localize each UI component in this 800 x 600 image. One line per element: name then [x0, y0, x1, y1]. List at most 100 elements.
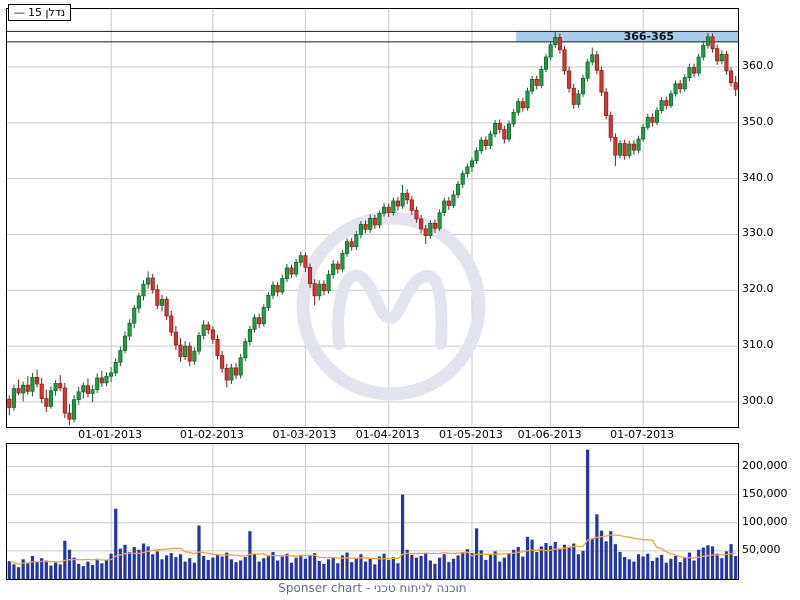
volume-bar	[539, 546, 543, 579]
x-axis-label: 01-06-2013	[517, 428, 582, 441]
candle-body	[673, 83, 678, 95]
volume-bar	[544, 543, 548, 579]
candle-body	[377, 212, 382, 226]
candle-body	[585, 61, 590, 79]
volume-bar	[488, 554, 493, 579]
volume-bar	[683, 557, 687, 579]
candle-body	[35, 376, 40, 385]
candle-body	[548, 44, 553, 58]
volume-bar	[474, 528, 479, 579]
volume-bar	[618, 552, 622, 579]
candle-body	[604, 91, 609, 116]
volume-bar	[553, 541, 557, 579]
candle-body	[631, 143, 636, 151]
volume-bar	[303, 558, 308, 579]
candle-body	[460, 173, 465, 185]
volume-bar	[206, 559, 210, 579]
candle-body	[372, 217, 377, 226]
candle-body	[483, 139, 488, 147]
volume-bar	[363, 561, 368, 579]
candle-body	[275, 284, 280, 293]
candle-body	[183, 345, 188, 358]
volume-bar	[53, 562, 58, 579]
volume-bar	[77, 563, 81, 579]
volume-bar	[141, 543, 146, 579]
volume-bar	[586, 449, 590, 579]
resistance-band-label: 366-365	[624, 30, 675, 43]
candle-body	[580, 77, 586, 95]
candle-body	[474, 150, 479, 162]
volume-bar	[535, 552, 539, 579]
candle-body	[733, 82, 738, 90]
candle-body	[215, 339, 220, 356]
candle-body	[252, 317, 257, 330]
volume-bar	[146, 546, 150, 579]
candle-body	[729, 70, 734, 84]
volume-bar	[558, 548, 562, 579]
candle-body	[331, 263, 336, 275]
candle-body	[710, 36, 715, 49]
volume-bar	[202, 555, 206, 579]
volume-bar	[285, 553, 289, 579]
volume-bar	[220, 556, 224, 579]
candle-body	[164, 298, 169, 317]
candle-body	[113, 361, 118, 374]
volume-bar	[12, 564, 16, 579]
candle-body	[266, 294, 271, 308]
candle-body	[488, 133, 493, 147]
volume-bar	[715, 553, 719, 579]
candle-body	[571, 87, 576, 105]
candle-body	[409, 199, 414, 211]
price-axis-label: 300.0	[742, 393, 774, 407]
candle-body	[62, 387, 67, 414]
candle-body	[307, 267, 313, 284]
volume-bar	[257, 561, 261, 579]
volume-bar	[100, 563, 104, 579]
candle-body	[127, 322, 132, 337]
candle-body	[382, 206, 387, 214]
candle-body	[243, 341, 248, 359]
candle-body	[395, 200, 400, 207]
candle-body	[691, 67, 697, 74]
volume-bar	[313, 553, 317, 579]
volume-bar	[86, 561, 90, 579]
volume-bar	[576, 554, 580, 579]
candle-body	[280, 278, 285, 293]
candle-body	[25, 384, 30, 392]
candle-body	[136, 295, 141, 309]
volume-bar	[132, 546, 136, 579]
candle-body	[678, 83, 683, 90]
candle-body	[39, 383, 44, 399]
candle-body	[414, 210, 419, 220]
volume-bar	[248, 531, 252, 579]
volume-bar	[400, 494, 405, 579]
candle-body	[368, 217, 373, 230]
x-axis-label: 01-03-2013	[272, 428, 337, 441]
candle-body	[48, 390, 54, 407]
candle-body	[201, 324, 206, 336]
candle-body	[594, 54, 599, 71]
candle-body	[724, 53, 729, 72]
candle-body	[358, 224, 363, 235]
volume-bar	[239, 560, 243, 579]
candle-body	[90, 389, 95, 394]
volume-bar	[128, 552, 132, 579]
candle-body	[257, 317, 262, 325]
volume-bar	[562, 544, 567, 579]
volume-bar	[169, 553, 173, 579]
candle-body	[30, 376, 35, 392]
volume-bar	[673, 555, 678, 579]
candle-body	[432, 222, 438, 229]
candle-body	[613, 137, 618, 156]
candle-body	[530, 78, 535, 92]
volume-bar	[294, 557, 298, 579]
candle-body	[67, 412, 72, 420]
volume-bar	[734, 555, 738, 579]
volume-bar	[599, 530, 604, 579]
candle-body	[451, 194, 456, 206]
candle-body	[641, 126, 646, 140]
volume-bar	[410, 554, 414, 579]
volume-bar	[442, 554, 446, 579]
candle-body	[682, 77, 687, 90]
candle-body	[469, 160, 475, 168]
